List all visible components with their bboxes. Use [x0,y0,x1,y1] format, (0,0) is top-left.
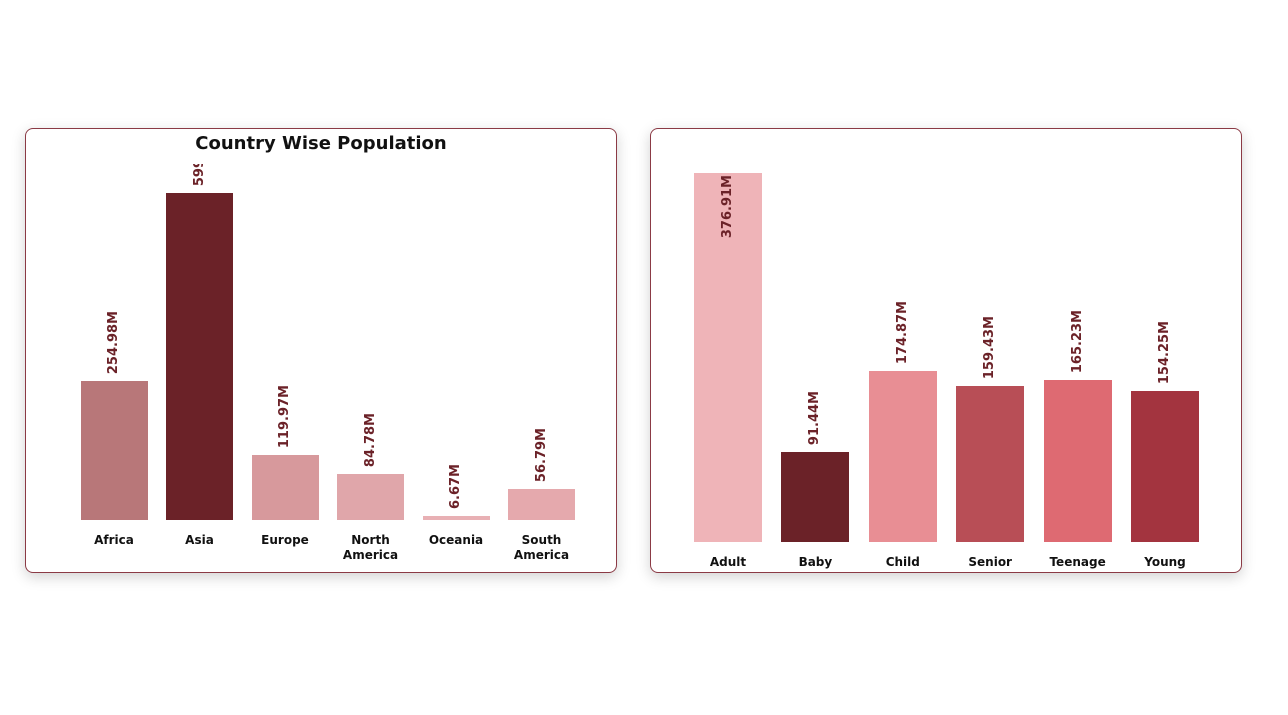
x-tick-label: Oceania [428,533,484,547]
x-tick-label: Teenage [1049,555,1106,569]
bar [868,370,937,542]
data-label: 174.87M [894,300,910,364]
x-tick-label: North America [342,533,399,562]
data-label: 154.25M [1157,320,1172,384]
data-label: 254.98M [106,310,121,375]
data-label: 165.23M [1069,310,1085,374]
data-label: 56.79M [533,427,549,483]
bar [1131,391,1199,542]
data-label: 119.97M [277,384,292,448]
data-label: 84.78M [362,412,378,467]
bar [80,381,148,520]
x-tick-label: Europe [261,533,309,547]
x-tick-label: South America [513,533,570,562]
data-label: 6.67M [448,464,463,510]
x-tick-label: Young [1144,555,1186,569]
chart-title: Country Wise Population [195,133,447,154]
x-tick-label: Adult [709,555,747,569]
chart-card: 376.91M 91.44M 174.87M 159.43M 165.23M 154.25… [650,128,1242,573]
bar [337,473,404,520]
plot-area: 376.91M 91.44M 174.87M 159.43M 165.23M 154.25… [651,139,1241,542]
data-label: 91.44M [807,391,823,446]
bar [166,193,233,520]
bar [1043,380,1112,542]
x-tick-label: Africa [94,533,134,547]
bar [422,516,490,520]
data-label: 376.91M [720,175,735,239]
bar [781,452,850,542]
bar [508,489,575,520]
bar [694,173,762,542]
x-tick-label: Asia [185,533,214,547]
data-label: 159.43M [982,315,998,379]
chart-card: Country Wise Population 254.98M 599.94M 11… [25,128,617,573]
x-tick-label: Senior [968,555,1012,569]
bar [956,385,1025,542]
data-label: 599.94M [192,164,208,186]
x-tick-label: Child [885,555,920,569]
bar [251,454,319,520]
x-tick-label: Baby [798,555,833,569]
plot-area: 254.98M 599.94M 119.97M 84.78M 6.67M 56.79M [26,164,616,520]
